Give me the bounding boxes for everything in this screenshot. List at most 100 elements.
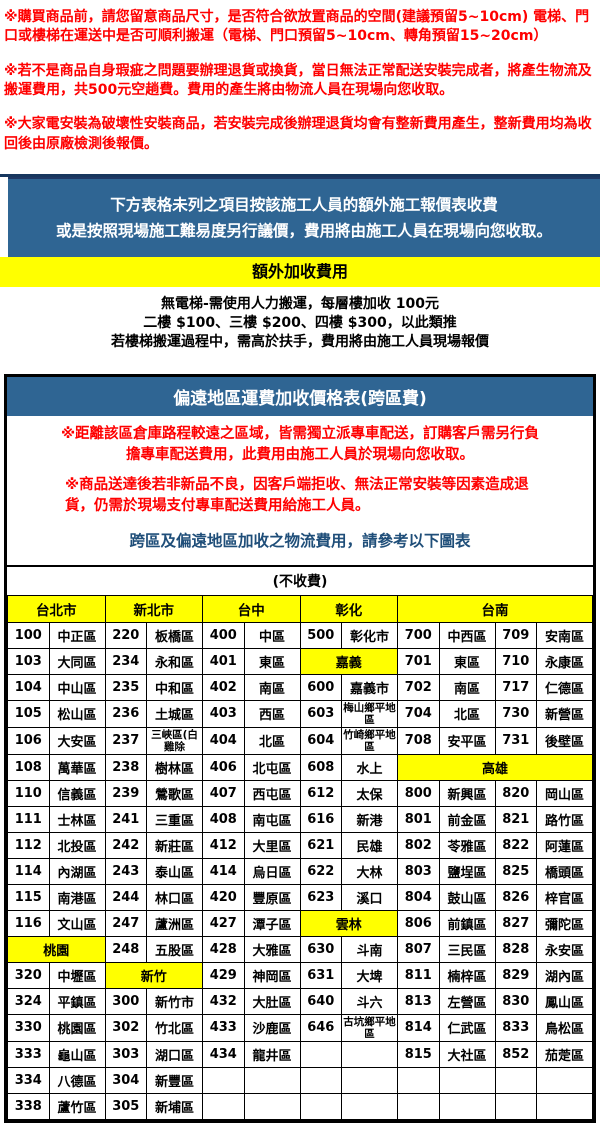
zip-code-cell: 408 [202, 805, 245, 833]
district-cell: 林口區 [146, 883, 203, 911]
zip-code-cell: 114 [7, 857, 50, 885]
district-cell: 新竹市 [146, 987, 203, 1015]
zip-code-cell: 814 [397, 1013, 440, 1042]
district-cell: 橋頭區 [536, 857, 593, 885]
district-cell: 新港 [341, 805, 398, 833]
district-cell: 大林 [341, 857, 398, 885]
table-row: 100 中正區 220 板橋區 400 中區 500 彰化市 700 中西區 709 安南區 [7, 621, 593, 649]
fee-line-no-elevator: 無電梯-需使用人力搬運，每層樓加收 100元 [161, 295, 439, 312]
zip-code-cell: 604 [299, 726, 343, 755]
district-cell: 南屯區 [243, 805, 301, 833]
district-cell: 大里區 [243, 831, 301, 859]
empty-cell [299, 1092, 343, 1120]
table-row: 116 文山區 247 蘆洲區 427 潭子區 雲林 806 前鎮區 827 彌陀區 [7, 909, 593, 937]
district-cell: 楠梓區 [438, 961, 496, 989]
district-cell: 永康區 [536, 647, 593, 675]
zip-code-cell: 400 [202, 621, 245, 649]
district-cell: 大社區 [438, 1040, 496, 1068]
district-cell: 中區 [243, 621, 301, 649]
region-header-cell: 新竹 [104, 961, 203, 989]
district-cell: 大雅區 [243, 935, 301, 963]
district-cell: 北投區 [48, 831, 106, 859]
zip-code-cell: 640 [299, 987, 343, 1015]
district-cell: 南區 [243, 673, 301, 701]
table-row: 桃園 248 五股區 428 大雅區 630 斗南 807 三民區 828 永安區 [7, 935, 593, 963]
district-cell: 萬華區 [48, 753, 106, 781]
region-header-cell: 桃園 [7, 935, 106, 963]
empty-cell [438, 1066, 496, 1094]
district-cell: 鶯歌區 [146, 779, 203, 807]
zip-code-cell: 500 [299, 621, 343, 649]
district-cell: 仁德區 [536, 673, 593, 701]
district-cell: 新莊區 [146, 831, 203, 859]
zip-code-cell: 330 [7, 1013, 50, 1042]
city-header-cell: 台南 [397, 594, 593, 623]
district-cell: 古坑鄉平地區 [341, 1013, 398, 1042]
district-cell: 梅山鄉平地區 [341, 699, 398, 728]
zip-code-cell: 801 [397, 805, 440, 833]
zip-code-cell: 806 [397, 909, 440, 937]
district-cell: 西區 [243, 699, 301, 728]
zip-code-cell: 234 [104, 647, 148, 675]
region-header-cell: 嘉義 [299, 647, 398, 675]
zip-code-cell: 434 [202, 1040, 245, 1068]
extra-fee-details: 無電梯-需使用人力搬運，每層樓加收 100元 二樓 $100、三樓 $200、四… [0, 287, 600, 362]
remote-red-para2: ※商品送達後若非新品不良，因客戶端拒收、無法正常安裝等因素造成退貨，仍需於現場支… [65, 476, 529, 514]
zip-code-cell: 833 [494, 1013, 538, 1042]
zip-code-cell: 110 [7, 779, 50, 807]
district-cell: 苓雅區 [438, 831, 496, 859]
zip-code-cell: 813 [397, 987, 440, 1015]
zip-code-cell: 401 [202, 647, 245, 675]
district-cell: 東區 [243, 647, 301, 675]
table-row: 106 大安區 237 三峽區(白雞除 404 北區 604 竹崎鄉平地區 708 安平區 731 後… [7, 726, 593, 755]
zip-code-cell: 820 [494, 779, 538, 807]
district-fee-table: 台北市 新北市 台中 彰化 台南 100 中正區 220 板橋區 400 中區 500 彰化市 700 中西… [7, 594, 593, 1120]
district-cell: 潭子區 [243, 909, 301, 937]
zip-code-cell: 731 [494, 726, 538, 755]
empty-cell [397, 1092, 440, 1120]
zip-code-cell: 320 [7, 961, 50, 989]
zip-code-cell: 333 [7, 1040, 50, 1068]
district-cell: 新豐區 [146, 1066, 203, 1094]
table-row: 333 龜山區 303 湖口區 434 龍井區 815 大社區 852 茄萣區 [7, 1040, 593, 1068]
zip-code-cell: 239 [104, 779, 148, 807]
blue-banner-line1: 下方表格未列之項目按該施工人員的額外施工報價表收費 [110, 195, 498, 214]
district-cell: 鳥松區 [536, 1013, 593, 1042]
remote-blue-note: 跨區及偏遠地區加收之物流費用，請參考以下圖表 [129, 531, 471, 550]
empty-cell [299, 1040, 343, 1068]
empty-cell [536, 1066, 593, 1094]
zip-code-cell: 623 [299, 883, 343, 911]
district-cell: 北區 [243, 726, 301, 755]
table-row: 111 士林區 241 三重區 408 南屯區 616 新港 801 前金區 821 路竹區 [7, 805, 593, 833]
zip-code-cell: 822 [494, 831, 538, 859]
table-row: 334 八德區 304 新豐區 [7, 1066, 593, 1094]
zip-code-cell: 807 [397, 935, 440, 963]
zip-code-cell: 830 [494, 987, 538, 1015]
district-cell: 鼓山區 [438, 883, 496, 911]
district-cell: 西屯區 [243, 779, 301, 807]
zip-code-cell: 616 [299, 805, 343, 833]
district-cell: 三峽區(白雞除 [146, 726, 203, 755]
zip-code-cell: 429 [202, 961, 245, 989]
zip-code-cell: 414 [202, 857, 245, 885]
district-cell: 梓官區 [536, 883, 593, 911]
district-cell: 新營區 [536, 699, 593, 728]
zip-code-cell: 811 [397, 961, 440, 989]
zip-code-cell: 631 [299, 961, 343, 989]
city-header-row: 台北市 新北市 台中 彰化 台南 [7, 594, 593, 623]
district-cell: 前鎮區 [438, 909, 496, 937]
empty-cell [341, 1092, 398, 1120]
zip-code-cell: 238 [104, 753, 148, 781]
empty-cell [438, 1092, 496, 1120]
zip-code-cell: 825 [494, 857, 538, 885]
district-cell: 斗南 [341, 935, 398, 963]
zip-code-cell: 108 [7, 753, 50, 781]
district-cell: 南港區 [48, 883, 106, 911]
table-row: 115 南港區 244 林口區 420 豐原區 623 溪口 804 鼓山區 826 梓官區 [7, 883, 593, 911]
zip-code-cell: 826 [494, 883, 538, 911]
notice-return-fee: ※若不是商品自身瑕疵之問題要辦理退貨或換貨，當日無法正常配送安裝完成者，將產生物… [4, 62, 592, 98]
district-cell: 八德區 [48, 1066, 106, 1094]
district-cell: 北屯區 [243, 753, 301, 781]
notice-appliance-install: ※大家電安裝為破壞性安裝商品，若安裝完成後辦理退貨均會有整新費用產生，整新費用均… [4, 116, 592, 152]
district-cell: 中西區 [438, 621, 496, 649]
